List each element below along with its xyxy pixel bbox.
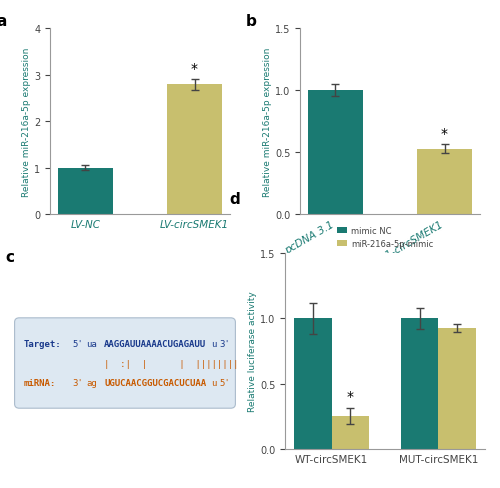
Text: b: b: [246, 15, 257, 29]
Y-axis label: Relative luciferase activity: Relative luciferase activity: [248, 291, 257, 411]
Text: *: *: [441, 126, 448, 141]
Text: 5': 5': [220, 378, 230, 387]
Y-axis label: Relative miR-216a-5p expression: Relative miR-216a-5p expression: [22, 47, 32, 197]
Bar: [332, 416, 369, 449]
Bar: [418, 149, 472, 215]
Bar: [58, 168, 112, 215]
Legend: mimic NC, miR-216a-5p-mimic: mimic NC, miR-216a-5p-mimic: [334, 223, 436, 251]
Text: u: u: [212, 340, 216, 348]
Text: UGUCAACGGUCGACUCUAA: UGUCAACGGUCGACUCUAA: [104, 378, 206, 387]
Bar: [168, 85, 222, 215]
Text: ua: ua: [86, 340, 97, 348]
Text: u: u: [212, 378, 216, 387]
Text: *: *: [346, 389, 354, 404]
Y-axis label: Relative miR-216a-5p expression: Relative miR-216a-5p expression: [263, 47, 272, 197]
FancyBboxPatch shape: [14, 318, 235, 408]
Text: |  :|  |      |  ||||||||: | :| | | ||||||||: [104, 359, 238, 368]
Text: *: *: [191, 61, 198, 76]
Text: miRNA:: miRNA:: [24, 378, 56, 387]
Text: AAGGAUUAAAACUGAGAUU: AAGGAUUAAAACUGAGAUU: [104, 340, 206, 348]
Text: 5': 5': [72, 340, 83, 348]
Bar: [401, 319, 438, 449]
Text: c: c: [6, 249, 15, 264]
Bar: [294, 319, 332, 449]
Text: 3': 3': [72, 378, 83, 387]
Text: Target:: Target:: [24, 340, 62, 348]
Bar: [438, 328, 476, 449]
Text: 3': 3': [220, 340, 230, 348]
Text: a: a: [0, 15, 6, 29]
Bar: [308, 91, 362, 215]
Text: d: d: [229, 191, 240, 206]
Text: ag: ag: [86, 378, 97, 387]
